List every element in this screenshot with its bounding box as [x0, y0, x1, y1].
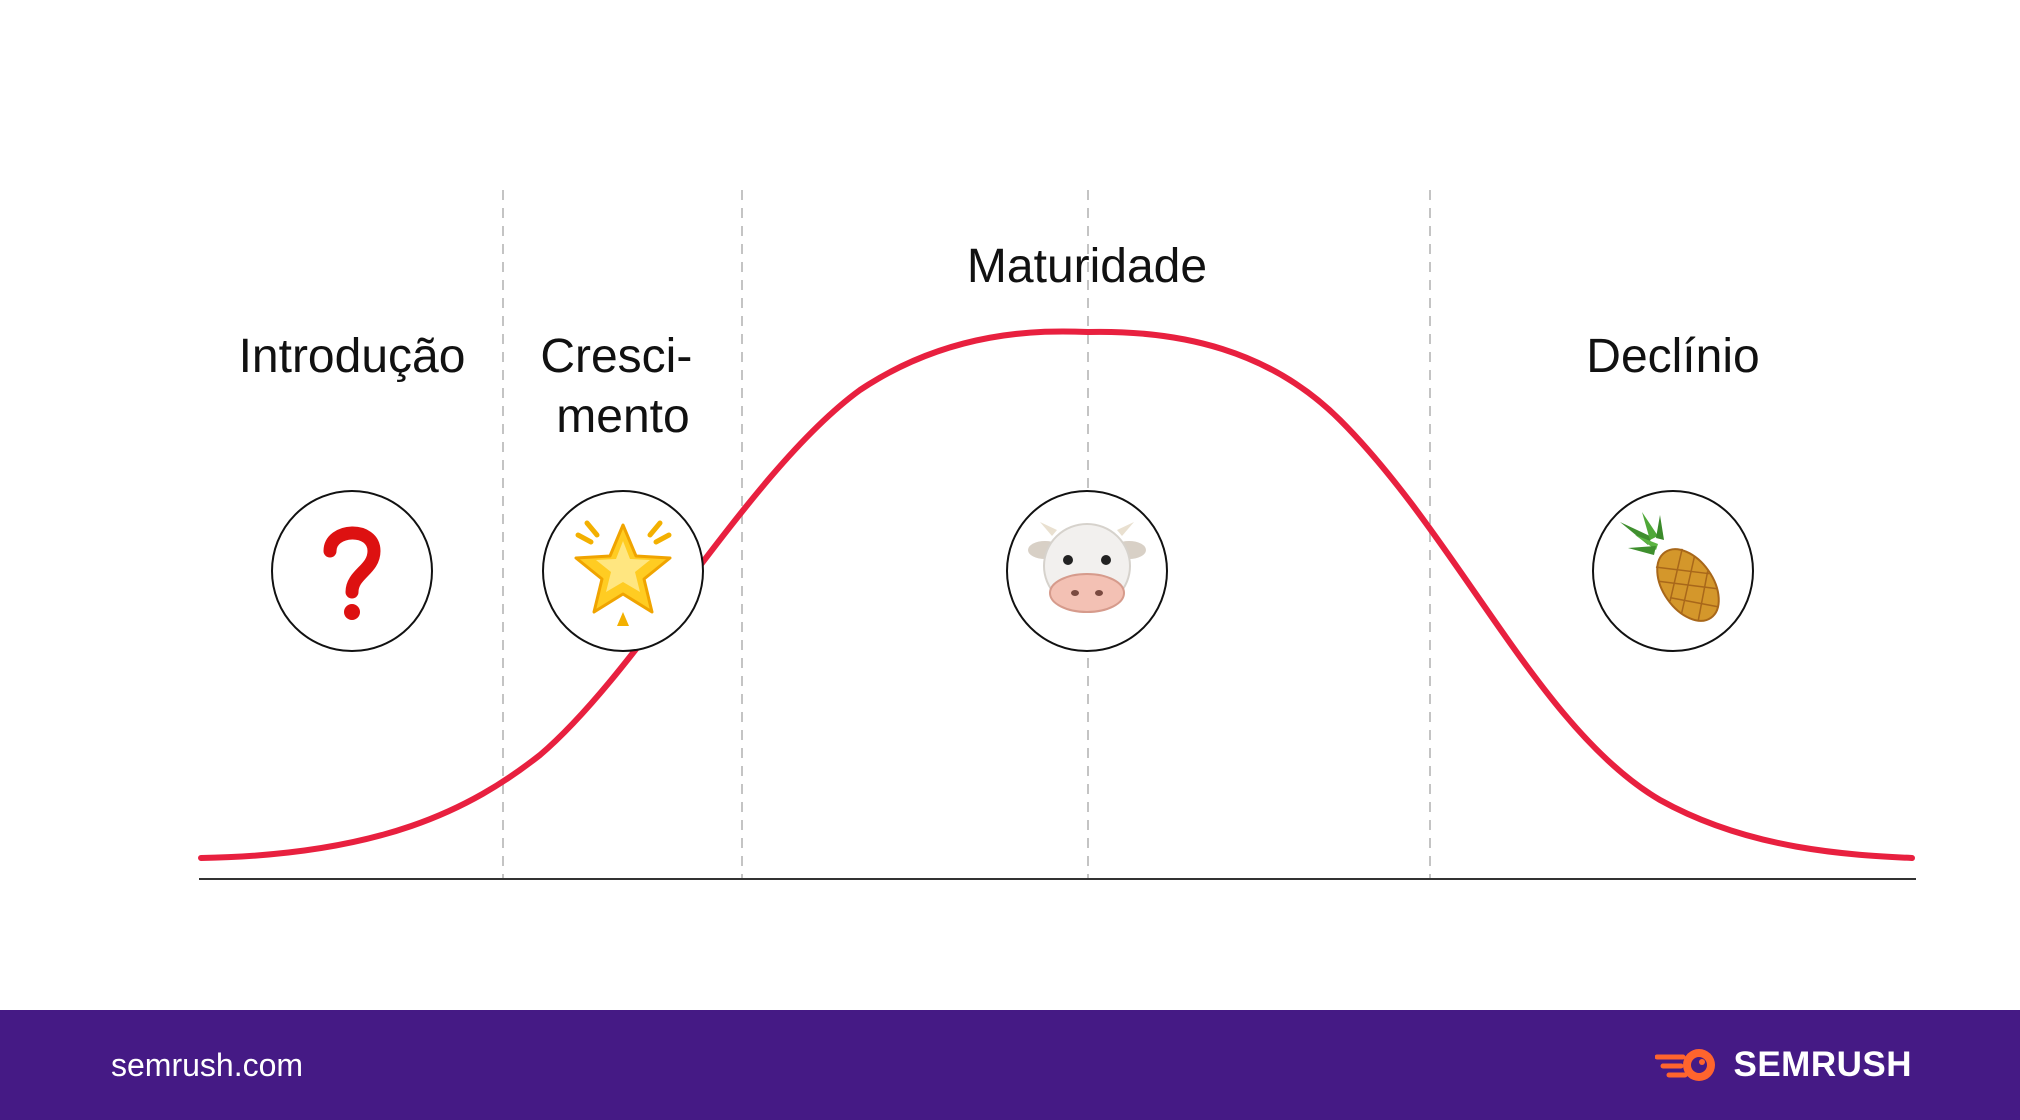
- stage-label-crescimento-line-1: Cresci-: [540, 330, 692, 383]
- stage-label-introducao: Introdução: [239, 330, 466, 383]
- stage-label-declinio: Declínio: [1586, 330, 1759, 383]
- semrush-logo-icon: [1655, 1049, 1716, 1081]
- brand-logo-group: SEMRUSH: [1655, 1010, 1912, 1120]
- footer-domain-link[interactable]: semrush.com: [111, 1047, 304, 1083]
- glowing-star-icon: [542, 490, 704, 652]
- cow-face-icon: [1006, 490, 1168, 652]
- stage-label-crescimento: Cresci- mento: [540, 330, 705, 443]
- stage-label-maturidade: Maturidade: [967, 240, 1207, 293]
- stage-label-crescimento-line-2: mento: [556, 390, 689, 443]
- product-life-cycle-diagram: Introdução Cresci- mento Maturidade Decl…: [198, 190, 1916, 880]
- footer-bar: semrush.com SEMRUSH: [0, 1010, 2020, 1120]
- question-mark-icon: [271, 490, 433, 652]
- pineapple-icon: [1592, 490, 1754, 652]
- life-cycle-curve: [198, 328, 1915, 861]
- brand-name: SEMRUSH: [1733, 1045, 1912, 1084]
